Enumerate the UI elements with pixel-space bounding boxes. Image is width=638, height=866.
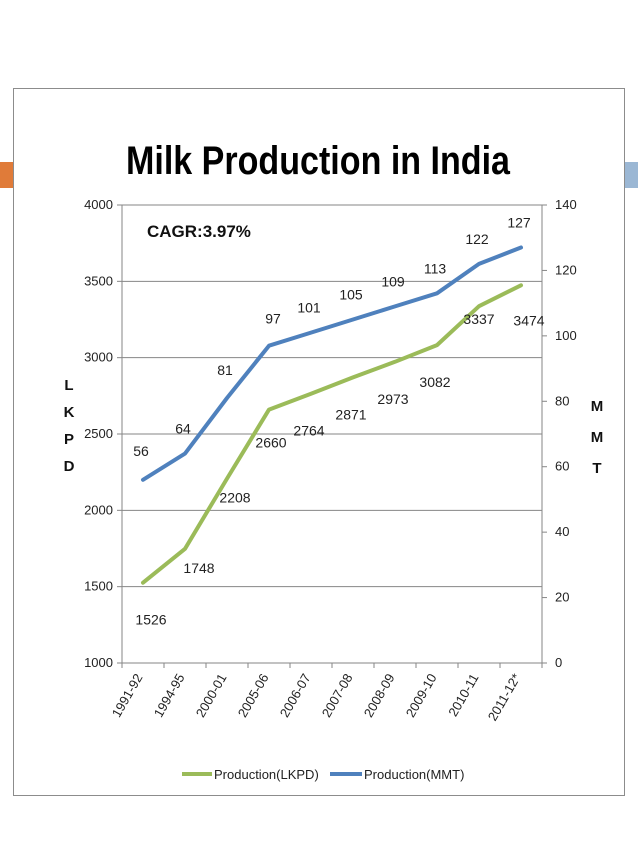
y-left-tick-label: 3000	[84, 350, 113, 365]
x-tick-label: 2005-06	[235, 671, 272, 720]
y-left-tick-label: 4000	[84, 197, 113, 212]
legend-label-mmt: Production(MMT)	[364, 767, 464, 782]
legend: Production(LKPD) Production(MMT)	[182, 767, 464, 782]
series-lkpd-line	[141, 283, 523, 585]
y-right-tick-label: 80	[555, 393, 569, 408]
y-right-tick-label: 60	[555, 459, 569, 474]
data-label-mmt: 122	[465, 231, 489, 247]
x-tick-label: 2007-08	[319, 671, 356, 720]
data-label-lkpd: 3337	[463, 311, 494, 327]
y-left-title-letter: L	[64, 377, 73, 394]
y-right-title-letter: M	[591, 429, 604, 446]
x-tick-label: 2008-09	[361, 671, 398, 720]
gridlines	[122, 204, 542, 664]
y-axis-right-title: MMT	[591, 398, 604, 477]
y-left-tick-label: 2000	[84, 502, 113, 517]
data-label-mmt: 109	[381, 273, 405, 289]
y-left-title-letter: P	[64, 431, 74, 448]
x-tick-label: 2006-07	[277, 671, 314, 720]
x-tick-label: 2010-11	[445, 671, 481, 719]
y-right-tick-label: 140	[555, 197, 577, 212]
data-label-lkpd: 2208	[219, 490, 250, 506]
data-label-mmt: 56	[133, 443, 149, 459]
y-right-title-letter: M	[591, 398, 604, 415]
x-tick-label: 1991-92	[109, 671, 146, 720]
data-label-mmt: 113	[424, 260, 447, 276]
x-tick-label: 2011-12*	[485, 671, 524, 723]
x-tick-label: 1994-95	[151, 671, 188, 720]
y-right-tick-label: 0	[555, 655, 562, 670]
y-left-tick-label: 3500	[84, 273, 113, 288]
y-left-tick-label: 2500	[84, 426, 113, 441]
data-label-mmt: 101	[297, 300, 321, 316]
y-right-tick-label: 100	[555, 328, 577, 343]
series-mmt-line	[141, 245, 523, 482]
axes	[117, 204, 547, 668]
data-label-mmt: 81	[217, 362, 233, 378]
tick-labels: 1000 1500 2000 2500 3000 3500 4000 0 20 40 60 80 100…	[84, 197, 577, 723]
y-right-tick-label: 20	[555, 590, 569, 605]
chart-frame	[13, 88, 625, 796]
data-label-lkpd: 1526	[135, 612, 166, 628]
data-label-mmt: 105	[339, 287, 363, 303]
series-lines	[141, 245, 523, 585]
data-label-lkpd: 1748	[183, 560, 214, 576]
data-label-lkpd: 3474	[513, 312, 544, 328]
data-label-lkpd: 2764	[293, 423, 324, 439]
y-left-tick-label: 1500	[84, 579, 113, 594]
data-label-mmt: 64	[175, 421, 191, 437]
y-axis-left-title: LKPD	[64, 377, 75, 475]
data-label-lkpd: 2871	[335, 406, 366, 422]
data-label-mmt: 127	[507, 215, 531, 231]
cagr-annotation: CAGR:3.97%	[147, 222, 251, 241]
y-left-title-letter: D	[64, 458, 75, 475]
y-right-title-letter: T	[592, 460, 601, 477]
y-right-tick-label: 120	[555, 262, 577, 277]
data-label-mmt: 97	[265, 311, 281, 327]
data-label-lkpd: 2973	[377, 391, 408, 407]
data-label-lkpd: 2660	[255, 435, 286, 451]
chart-title: Milk Production in India	[126, 139, 511, 183]
y-left-tick-label: 1000	[84, 655, 113, 670]
left-accent-bar	[0, 162, 16, 188]
right-accent-bar	[624, 162, 638, 188]
data-label-lkpd: 3082	[419, 374, 450, 390]
legend-label-lkpd: Production(LKPD)	[214, 767, 319, 782]
y-right-tick-label: 40	[555, 524, 569, 539]
y-left-title-letter: K	[64, 404, 75, 421]
x-tick-label: 2009-10	[403, 671, 440, 720]
x-tick-label: 2000-01	[193, 671, 230, 720]
data-labels: 1526 1748 2208 2660 2764 2871 2973 3082 3337 3474…	[133, 215, 545, 628]
